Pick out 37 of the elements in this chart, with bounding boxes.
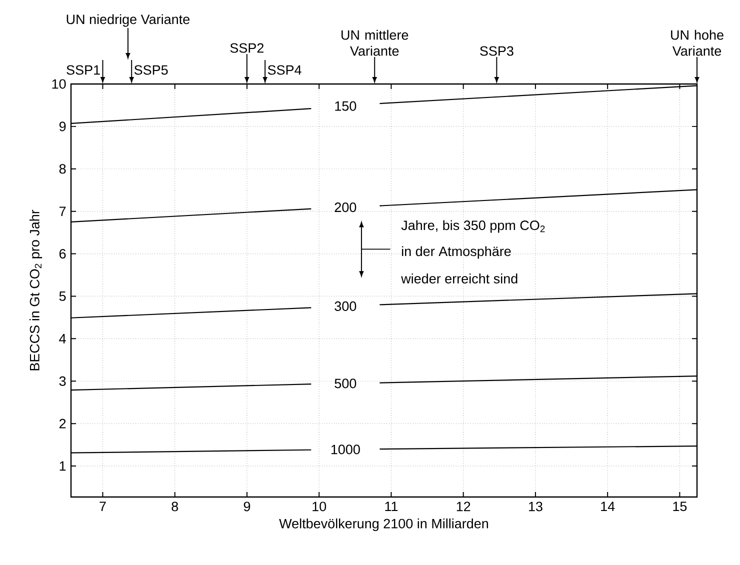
series-label: 300 [334,301,356,311]
x-tick-label: 9 [244,502,250,512]
y-tick-label: 5 [59,292,66,301]
y-tick-label: 6 [59,249,66,259]
text: SSP1 [66,65,100,75]
x-tick-label: 12 [456,502,470,512]
y-tick-label: 2 [59,418,66,428]
y-tick-label: 9 [59,122,66,132]
annotation: in der Atmosphäre [402,246,511,259]
x-tick-label: 11 [385,502,398,511]
series-label: 200 [334,202,356,212]
series-label: 500 [334,378,356,388]
y-tick-label: 10 [52,79,66,89]
x-tick-label: 13 [528,502,542,512]
y-tick-label: 3 [59,376,66,386]
text: SSP4 [268,65,302,75]
x-axis-title: Weltbevölkerung 2100 in Milliarden [279,518,488,532]
y-axis-title: BECCS in Gt CO$_{2}$ pro Jahr [30,210,42,370]
x-tick-label: 15 [673,502,687,512]
text: UN hohe Variante [671,30,724,56]
series-label: 1000 [331,444,360,454]
y-tick-label: 1 [60,461,66,471]
text: UN mittlere Variante [342,30,408,56]
series-label: 150 [335,101,356,111]
x-tick-label: 8 [172,502,178,512]
x-tick-label: 10 [312,502,326,512]
y-tick-label: 8 [59,164,66,174]
text: SSP2 [230,43,264,53]
text: SSP5 [134,65,168,75]
y-tick-label: 7 [59,206,66,216]
x-tick-label: 14 [601,502,615,511]
x-tick-label: 7 [100,502,106,511]
y-tick-label: 4 [59,334,66,344]
text: SSP3 [480,46,514,56]
text: UN niedrige Variante [66,14,190,27]
annotation: Jahre, bis 350 ppm CO$_{2}$ [401,220,545,233]
annotation: wieder erreicht sind [401,274,518,284]
